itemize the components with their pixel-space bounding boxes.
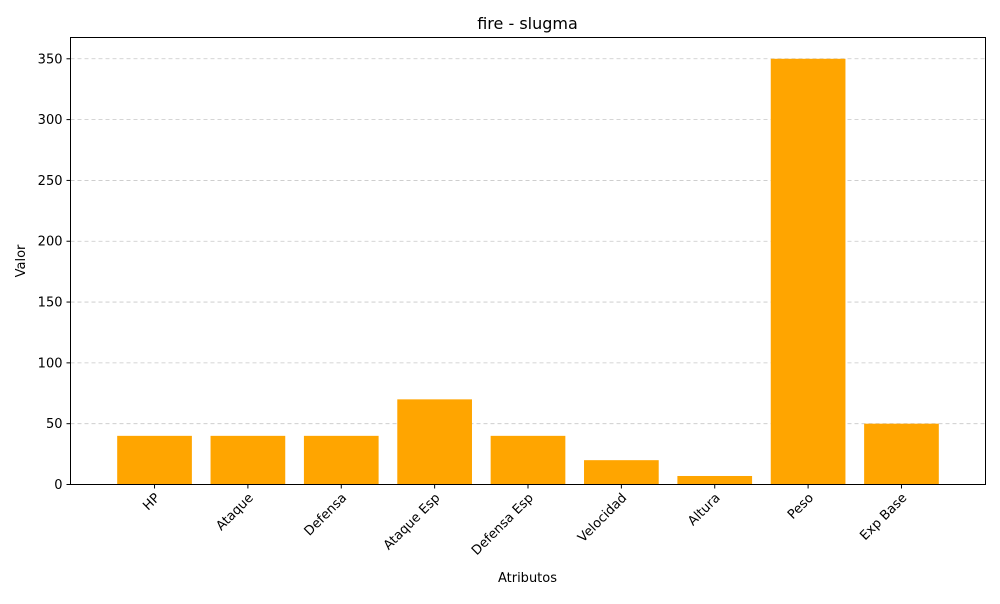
y-tick-label: 300 (38, 113, 63, 128)
y-tick-label: 200 (38, 235, 63, 250)
x-tick-label: Altura (685, 491, 723, 529)
bar-exp-base (864, 423, 939, 485)
y-tick-label: 250 (38, 174, 63, 189)
y-tick-label: 100 (38, 356, 63, 371)
plot-frame (70, 37, 986, 485)
y-axis-label: Valor (14, 244, 29, 277)
bar-ataque-esp (397, 399, 472, 485)
y-tick-label: 50 (46, 417, 63, 432)
x-axis-label: Atributos (498, 571, 557, 586)
bars-layer (117, 58, 939, 485)
y-tick-label: 350 (38, 52, 63, 67)
bar-hp (117, 435, 192, 485)
x-tick-label: Defensa (302, 491, 350, 539)
bar-altura (677, 475, 753, 485)
bar-velocidad (584, 460, 659, 485)
grid-layer (70, 58, 986, 425)
y-tick-label: 0 (54, 478, 62, 493)
x-tick-label: Ataque (213, 491, 256, 534)
chart-title: fire - slugma (477, 14, 578, 33)
x-axis: HP Ataque Defensa Ataque Esp Defensa Esp Velo… (140, 484, 910, 559)
x-tick-label: Defensa Esp (469, 491, 537, 559)
x-tick-label: Velocidad (575, 491, 630, 546)
x-tick-label: HP (140, 491, 163, 514)
bar-defensa-esp (490, 435, 566, 485)
x-tick-label: Exp Base (857, 491, 910, 544)
bar-defensa (303, 435, 379, 485)
x-tick-label: Ataque Esp (381, 491, 444, 554)
bar-ataque (210, 435, 286, 485)
x-tick-label: Peso (785, 491, 817, 523)
y-axis: 0 50 100 150 200 250 300 350 (38, 52, 71, 493)
bar-peso (770, 58, 846, 485)
y-tick-label: 150 (38, 296, 63, 311)
